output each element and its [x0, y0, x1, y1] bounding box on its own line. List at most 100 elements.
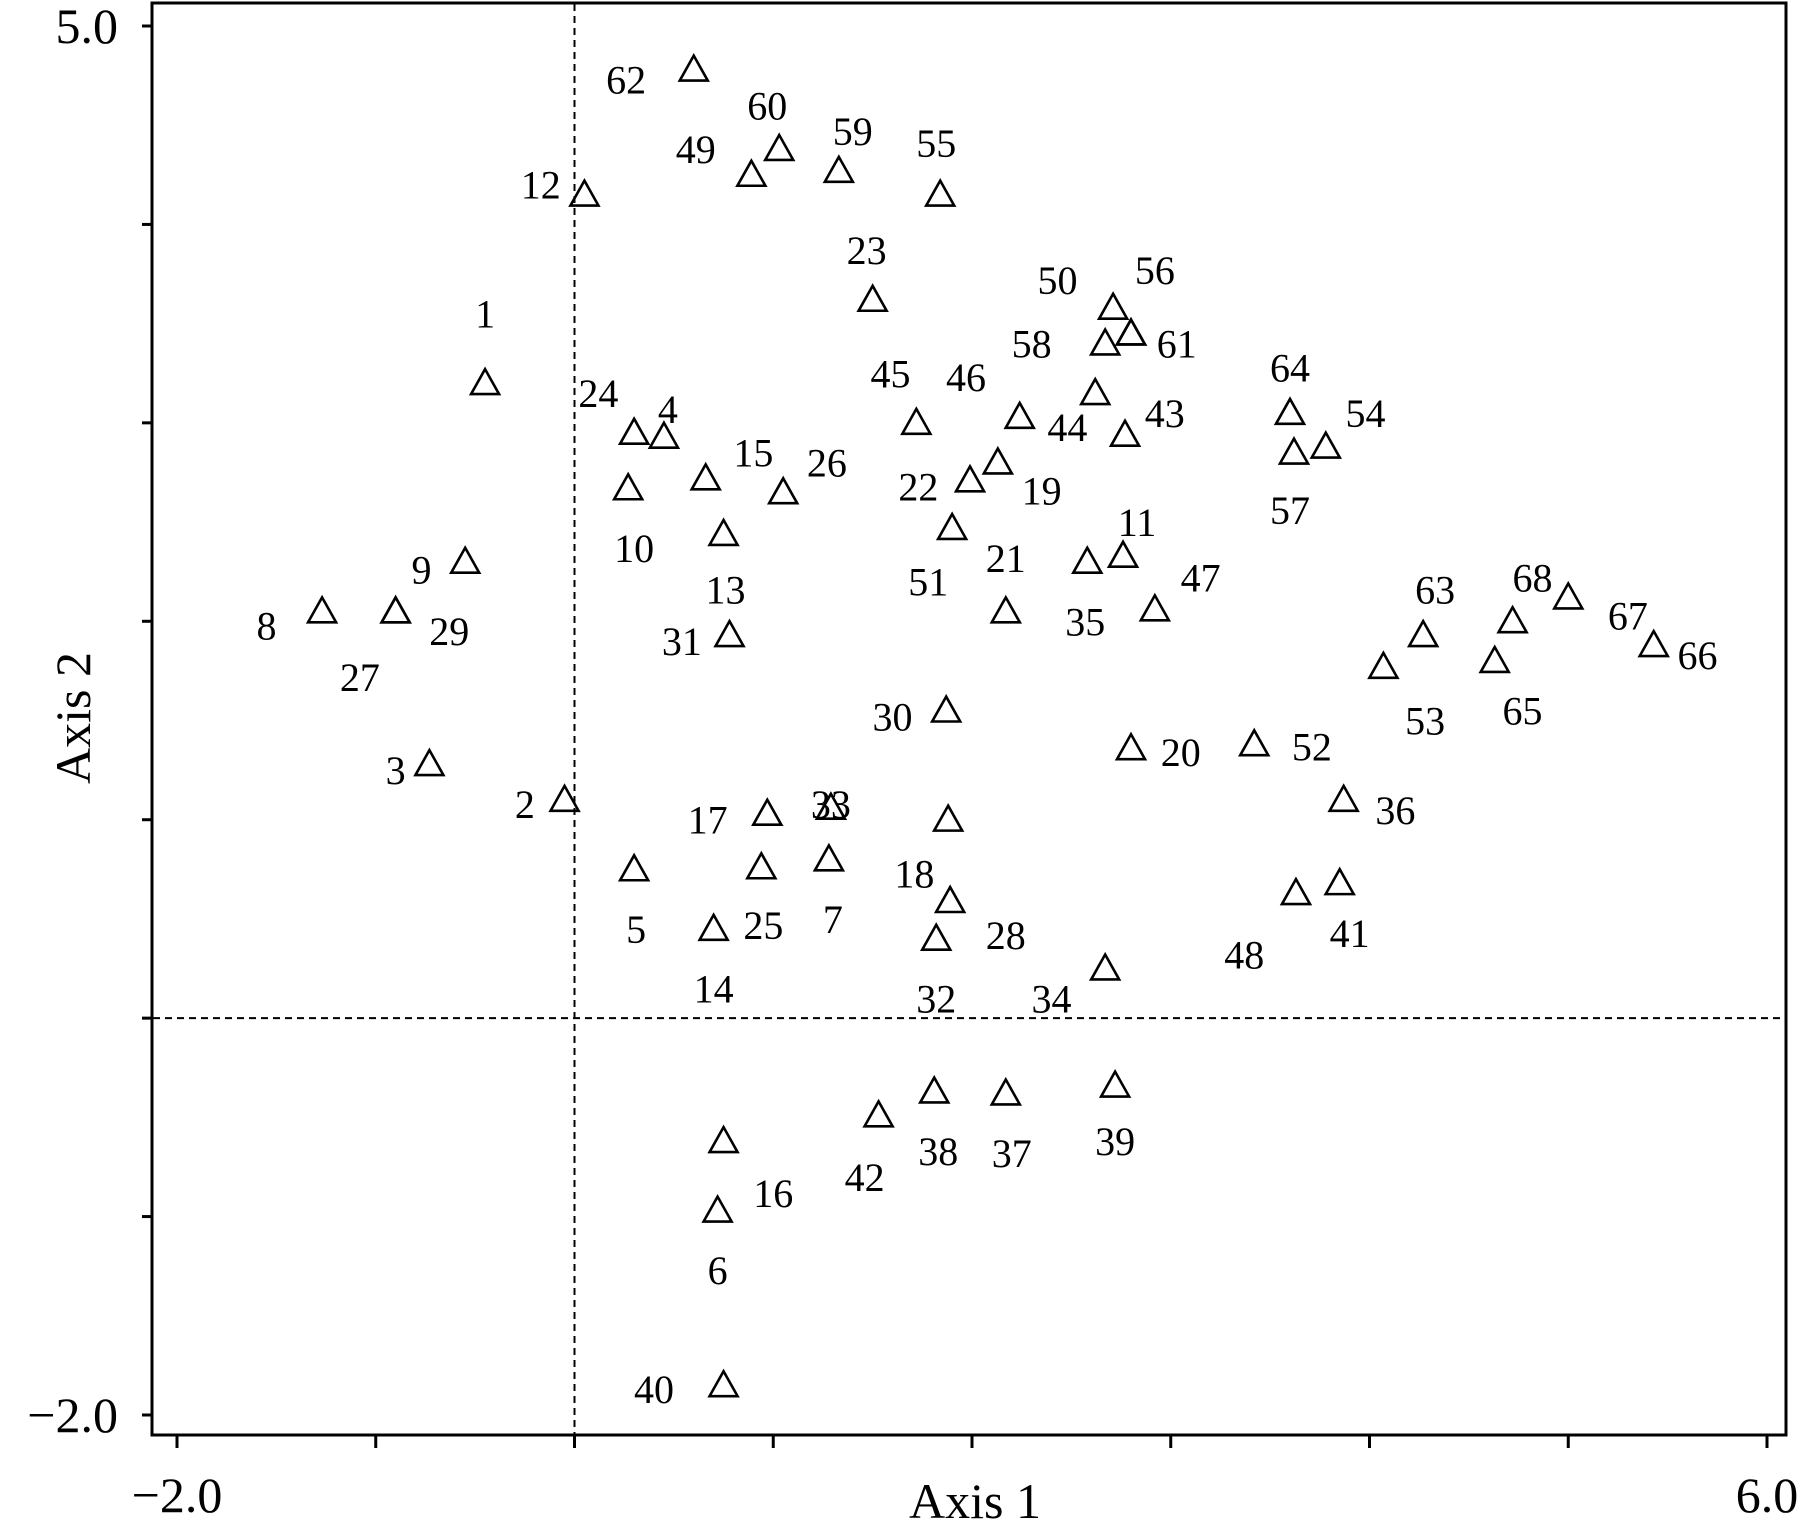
data-point-marker — [822, 154, 856, 184]
data-point-marker — [923, 178, 957, 207]
data-point-marker — [305, 594, 339, 624]
data-point-marker — [1279, 876, 1313, 906]
data-point-marker — [929, 693, 963, 723]
y-tick-label: −2.0 — [27, 1387, 118, 1443]
data-point-label: 8 — [256, 603, 276, 648]
data-point-label: 16 — [753, 1171, 793, 1216]
data-point-marker — [379, 594, 412, 624]
data-point-marker — [568, 178, 601, 207]
data-point-label: 62 — [606, 58, 646, 103]
data-point-marker — [920, 922, 953, 951]
x-tick-label: 6.0 — [1736, 1467, 1799, 1523]
data-point-label: 48 — [1224, 933, 1264, 978]
x-tick-label: −2.0 — [132, 1467, 223, 1523]
data-point-marker — [1496, 604, 1529, 634]
data-point-marker — [1309, 430, 1342, 459]
data-point-label: 33 — [811, 782, 851, 827]
data-point-label: 57 — [1270, 488, 1310, 533]
data-point-marker — [713, 618, 746, 648]
data-point-label: 55 — [916, 121, 956, 166]
data-point-marker — [751, 797, 784, 826]
data-point-marker — [1273, 396, 1307, 426]
data-point-marker — [707, 1368, 740, 1398]
data-point-label: 3 — [386, 748, 406, 793]
data-point-label: 15 — [733, 431, 773, 476]
data-point-marker — [548, 783, 581, 813]
data-point-marker — [617, 416, 651, 445]
data-point-marker — [981, 445, 1015, 475]
data-point-label: 66 — [1677, 633, 1717, 678]
data-point-marker — [1637, 628, 1670, 658]
data-point-label: 23 — [847, 228, 887, 273]
data-point-label: 2 — [515, 782, 535, 827]
data-point-marker — [812, 842, 846, 872]
data-point-marker — [468, 366, 502, 396]
data-point-marker — [953, 463, 987, 493]
data-point-marker — [1323, 866, 1356, 896]
data-point-label: 49 — [676, 127, 716, 172]
data-point-label: 26 — [807, 441, 847, 486]
data-point-marker — [766, 475, 800, 505]
data-point-label: 60 — [747, 83, 787, 128]
data-point-label: 34 — [1032, 976, 1072, 1021]
data-point-marker — [1096, 291, 1130, 320]
data-point-marker — [1552, 580, 1585, 610]
data-point-label: 20 — [1161, 730, 1201, 775]
data-point-label: 36 — [1375, 788, 1415, 833]
data-point-label: 61 — [1157, 321, 1197, 366]
data-point-label: 24 — [578, 371, 618, 416]
data-point-marker — [1406, 618, 1440, 648]
data-point-marker — [762, 132, 796, 162]
data-point-marker — [1088, 951, 1122, 981]
data-point-marker — [1114, 731, 1148, 761]
data-point-marker — [1079, 376, 1112, 406]
data-point-marker — [918, 1074, 951, 1104]
data-point-label: 22 — [898, 464, 938, 509]
data-point-label: 58 — [1012, 321, 1052, 366]
y-tick-label: 5.0 — [56, 0, 119, 54]
data-point-label: 52 — [1292, 724, 1332, 769]
data-point-marker — [1088, 326, 1122, 356]
data-point-marker — [1277, 435, 1311, 465]
data-point-label: 4 — [658, 387, 678, 432]
data-point-marker — [1238, 727, 1271, 757]
data-point-marker — [931, 803, 965, 832]
data-point-marker — [1327, 783, 1360, 813]
data-point-label: 10 — [614, 526, 654, 571]
data-point-label: 31 — [662, 619, 702, 664]
data-point-label: 28 — [986, 913, 1026, 958]
data-point-marker — [1106, 539, 1140, 569]
data-point-label: 14 — [694, 966, 734, 1011]
data-point-marker — [1114, 316, 1148, 346]
data-point-label: 67 — [1608, 593, 1648, 638]
data-point-label: 38 — [918, 1129, 958, 1174]
data-point-label: 59 — [833, 109, 873, 154]
data-point-label: 68 — [1512, 556, 1552, 601]
data-point-marker — [617, 852, 651, 882]
data-point-label: 25 — [743, 903, 783, 948]
data-point-label: 51 — [908, 560, 948, 605]
x-axis-label: Axis 1 — [909, 1473, 1041, 1525]
tick-labels: −2.0 6.0 5.0 −2.0 — [27, 0, 1798, 1523]
data-point-marker — [677, 53, 710, 82]
data-point-label: 50 — [1037, 258, 1077, 303]
data-point-marker — [413, 747, 446, 777]
data-point-marker — [707, 517, 740, 547]
data-point-marker — [448, 545, 482, 574]
data-point-label: 56 — [1135, 248, 1175, 293]
data-point-marker — [707, 1124, 740, 1154]
data-point-label: 32 — [916, 976, 956, 1021]
data-point-marker — [379, 594, 412, 624]
data-point-label: 47 — [1181, 556, 1221, 601]
data-point-label: 12 — [521, 163, 561, 208]
data-point-marker — [862, 1098, 895, 1128]
data-point-label: 27 — [340, 655, 380, 700]
data-point-label: 35 — [1065, 599, 1105, 644]
data-point-marker — [1478, 644, 1511, 674]
data-point-marker — [856, 283, 889, 313]
data-point-label: 40 — [634, 1367, 674, 1412]
data-point-marker — [814, 791, 848, 821]
data-point-label: 37 — [992, 1131, 1032, 1176]
